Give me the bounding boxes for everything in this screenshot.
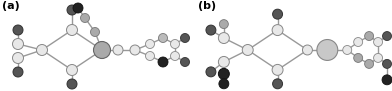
Circle shape (383, 32, 392, 40)
Circle shape (67, 65, 78, 76)
Circle shape (36, 44, 47, 56)
Circle shape (383, 59, 392, 68)
Circle shape (354, 38, 363, 47)
Circle shape (272, 64, 283, 75)
Circle shape (206, 25, 216, 35)
Circle shape (91, 27, 100, 36)
Text: (b): (b) (198, 1, 216, 11)
Circle shape (242, 44, 253, 55)
Circle shape (67, 5, 77, 15)
Circle shape (206, 67, 216, 77)
Circle shape (158, 57, 168, 67)
Circle shape (272, 9, 283, 19)
Circle shape (365, 59, 374, 68)
Circle shape (303, 45, 312, 55)
Circle shape (180, 33, 189, 42)
Circle shape (374, 38, 383, 47)
Circle shape (218, 33, 229, 43)
Circle shape (13, 25, 23, 35)
Circle shape (67, 24, 78, 35)
Circle shape (220, 20, 228, 29)
Circle shape (145, 39, 154, 49)
Circle shape (272, 79, 283, 89)
Circle shape (73, 3, 83, 13)
Circle shape (67, 79, 77, 89)
Circle shape (13, 67, 23, 77)
Circle shape (145, 52, 154, 61)
Circle shape (317, 39, 338, 60)
Circle shape (354, 53, 363, 62)
Circle shape (272, 25, 283, 36)
Circle shape (219, 79, 229, 89)
Circle shape (218, 56, 229, 67)
Circle shape (94, 41, 111, 59)
Circle shape (382, 75, 392, 85)
Circle shape (171, 39, 180, 49)
Circle shape (130, 45, 140, 55)
Circle shape (218, 68, 229, 79)
Circle shape (13, 53, 24, 64)
Circle shape (374, 53, 383, 62)
Circle shape (13, 38, 24, 50)
Circle shape (113, 45, 123, 55)
Circle shape (158, 33, 167, 42)
Circle shape (365, 32, 374, 40)
Circle shape (343, 46, 352, 54)
Text: (a): (a) (2, 1, 20, 11)
Circle shape (80, 13, 89, 22)
Circle shape (180, 58, 189, 67)
Circle shape (171, 52, 180, 61)
